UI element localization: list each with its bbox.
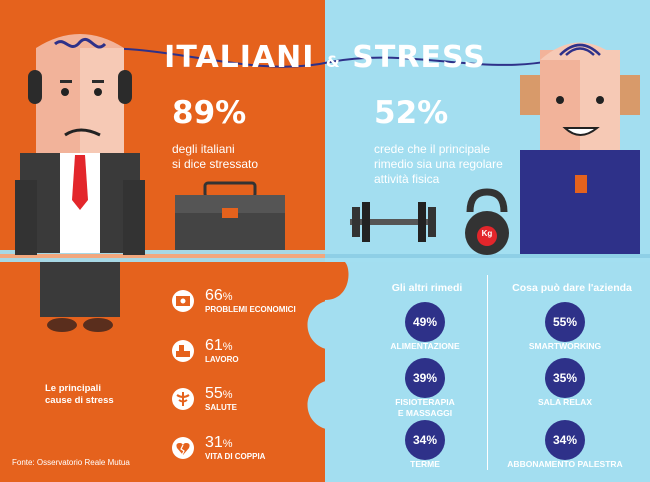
- briefcase-icon: [175, 181, 285, 250]
- caduceus-icon: [172, 388, 194, 410]
- money-icon: [172, 290, 194, 312]
- brain-wire: [79, 47, 591, 68]
- cause-percentage: 55%: [205, 385, 233, 402]
- cause-item: 31% VITA DI COPPIA: [205, 434, 265, 461]
- right-stat-description: crede che il principale rimedio sia una …: [374, 142, 503, 187]
- company-offers-heading: Cosa può dare l'azienda: [512, 282, 632, 294]
- causes-title-line2: cause di stress: [45, 395, 114, 406]
- remedy-circle: 35%: [545, 358, 585, 398]
- left-stat-line1: degli italiani: [172, 142, 235, 156]
- kettlebell-icon: [465, 188, 509, 255]
- remedy-label-line1: SALA RELAX: [538, 397, 592, 407]
- happy-man-illustration: [520, 42, 640, 254]
- right-stat-line2: rimedio sia una regolare: [374, 157, 503, 171]
- cause-label: VITA DI COPPIA: [205, 452, 266, 461]
- cause-item: 66% PROBLEMI ECONOMICI: [205, 287, 296, 314]
- cause-percentage: 66%: [205, 287, 233, 304]
- remedy-label-line1: ALIMENTAZIONE: [390, 341, 460, 351]
- broken-heart-icon: [172, 437, 194, 459]
- remedy-label: ABBONAMENTO PALESTRA: [500, 459, 630, 470]
- cause-percentage: 61%: [205, 337, 233, 354]
- remedy-circle: 55%: [545, 302, 585, 342]
- remedy-circle: 39%: [405, 358, 445, 398]
- stressed-man-illustration: [15, 34, 145, 332]
- remedy-label-line2: E MASSAGGI: [397, 408, 453, 418]
- remedy-label: FISIOTERAPIA E MASSAGGI: [370, 397, 480, 419]
- causes-title: Le principali cause di stress: [45, 383, 114, 407]
- remedy-label: TERME: [370, 459, 480, 470]
- title-ampersand: &: [325, 52, 341, 71]
- remedy-label-line1: TERME: [410, 459, 440, 469]
- title-part1: ITALIANI: [164, 40, 315, 75]
- remedy-label-line1: ABBONAMENTO PALESTRA: [507, 459, 623, 469]
- dumbbell-icon: [350, 202, 436, 242]
- puzzle-shape: [307, 262, 330, 482]
- cause-label: PROBLEMI ECONOMICI: [205, 305, 296, 314]
- other-remedies-heading: Gli altri rimedi: [391, 282, 463, 294]
- cause-item: 55% SALUTE: [205, 385, 237, 412]
- right-stat-line3: attività fisica: [374, 172, 440, 186]
- cause-label: LAVORO: [205, 355, 239, 364]
- left-stat-line2: si dice stressato: [172, 157, 259, 171]
- causes-title-line1: Le principali: [45, 383, 101, 394]
- remedy-label: ALIMENTAZIONE: [370, 341, 480, 352]
- cause-percentage: 31%: [205, 434, 233, 451]
- right-stat-line1: crede che il principale: [374, 142, 491, 156]
- left-stat-value: 89%: [172, 95, 247, 131]
- page-title: ITALIANI & STRESS: [150, 40, 500, 75]
- right-stat-value: 52%: [374, 95, 449, 131]
- remedy-label: SMARTWORKING: [500, 341, 630, 352]
- remedy-circle: 49%: [405, 302, 445, 342]
- kettlebell-label: Kg: [481, 229, 493, 238]
- source-note: Fonte: Osservatorio Reale Mutua: [12, 458, 130, 467]
- remedy-label-line1: FISIOTERAPIA: [395, 397, 455, 407]
- remedy-circle: 34%: [545, 420, 585, 460]
- work-desk-icon: [172, 340, 194, 362]
- remedy-label-line1: SMARTWORKING: [528, 341, 602, 351]
- left-stat-description: degli italiani si dice stressato: [172, 142, 258, 172]
- remedy-label: SALA RELAX: [500, 397, 630, 408]
- remedies-divider: [487, 275, 488, 470]
- cause-label: SALUTE: [205, 403, 237, 412]
- remedy-circle: 34%: [405, 420, 445, 460]
- cause-item: 61% LAVORO: [205, 337, 239, 364]
- title-part2: STRESS: [352, 40, 486, 75]
